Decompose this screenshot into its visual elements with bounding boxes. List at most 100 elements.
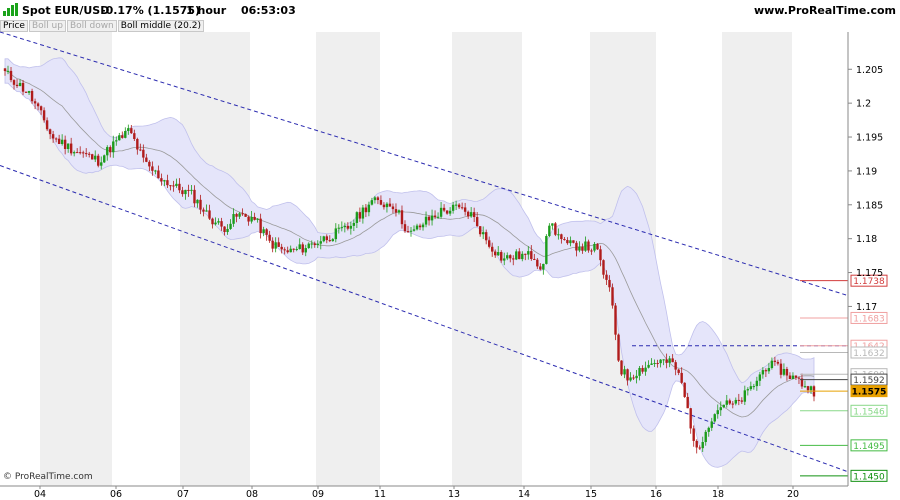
y-tick-label-4: 1.185 — [856, 200, 883, 211]
candle — [746, 387, 750, 396]
candle — [163, 179, 166, 187]
candle — [626, 368, 629, 386]
candle — [298, 238, 301, 250]
candle — [145, 153, 148, 163]
candle — [193, 185, 196, 208]
candle — [85, 148, 88, 157]
candle — [575, 240, 578, 257]
timeframe[interactable]: 1 hour — [186, 4, 227, 17]
candle — [509, 254, 512, 263]
candle — [436, 212, 440, 219]
candle — [656, 359, 659, 368]
candle — [247, 215, 250, 226]
candle — [88, 151, 91, 158]
candle — [91, 153, 94, 160]
candle — [376, 196, 380, 205]
candle — [587, 239, 590, 253]
candle — [238, 211, 241, 219]
candle — [806, 385, 810, 394]
candle — [57, 134, 61, 145]
y-tick-label-3: 1.19 — [856, 166, 877, 177]
candle — [181, 186, 184, 197]
candle — [214, 217, 217, 226]
candle — [698, 445, 701, 450]
candle — [69, 137, 73, 156]
legend-boll-up[interactable]: Boll up — [28, 20, 66, 32]
legend-boll-middle[interactable]: Boll middle (20.2) — [117, 20, 204, 32]
candle — [662, 359, 665, 366]
candle — [220, 217, 223, 231]
trend-channels — [0, 31, 849, 473]
candle — [319, 235, 322, 250]
day-shade-2 — [316, 32, 380, 486]
candle — [647, 360, 650, 369]
candle — [21, 80, 25, 96]
candle — [196, 199, 199, 208]
lower-trend-line[interactable] — [0, 165, 849, 473]
upper-trend-line[interactable] — [0, 31, 849, 297]
candle — [542, 263, 545, 275]
candle — [457, 203, 461, 210]
candle — [340, 221, 344, 232]
candle — [469, 207, 473, 218]
candle — [641, 365, 644, 374]
candle — [310, 240, 313, 249]
legend-price[interactable]: Price — [0, 20, 28, 32]
candle — [133, 129, 136, 142]
candle — [800, 373, 804, 389]
candle — [545, 234, 548, 265]
candle — [494, 249, 497, 258]
level-label-6: 1.1575 — [852, 388, 887, 398]
candle — [271, 237, 274, 253]
y-tick-label-0: 1.205 — [856, 65, 883, 76]
candle — [48, 128, 52, 140]
candle — [695, 439, 698, 454]
x-tick-label-6: 13 — [448, 489, 460, 500]
candle — [755, 376, 759, 391]
candle — [683, 382, 686, 398]
candle — [265, 228, 268, 241]
candle — [322, 235, 325, 243]
legend-boll-down[interactable]: Boll down — [66, 20, 117, 32]
candle — [644, 361, 647, 376]
candle — [60, 134, 64, 146]
level-label-box-3 — [850, 346, 888, 359]
candle — [749, 381, 753, 391]
candle — [328, 235, 332, 243]
candle — [205, 204, 208, 212]
candle — [9, 66, 13, 83]
candle — [244, 213, 247, 217]
level-label-box-1 — [850, 311, 888, 324]
candle — [430, 209, 434, 226]
candle — [385, 202, 389, 213]
candle — [674, 359, 677, 376]
candle — [187, 184, 190, 197]
bollinger-bands — [4, 57, 815, 468]
candle — [439, 201, 443, 219]
candle — [178, 178, 181, 194]
candle — [217, 218, 220, 225]
candle — [590, 248, 593, 255]
candle — [524, 253, 527, 261]
candle — [337, 224, 341, 234]
day-shading — [40, 32, 792, 486]
candle — [418, 223, 422, 231]
candle — [743, 385, 747, 406]
candle — [115, 136, 118, 146]
level-label-box-6 — [850, 385, 888, 398]
candle — [27, 90, 31, 95]
x-tick-label-1: 06 — [110, 489, 122, 500]
candle — [397, 209, 401, 215]
candle — [226, 224, 229, 235]
candle — [72, 150, 76, 157]
site-url[interactable]: www.ProRealTime.com — [753, 4, 896, 17]
candle — [653, 359, 656, 367]
candle — [566, 237, 569, 245]
candle — [75, 148, 79, 154]
candle — [166, 174, 169, 189]
candle — [740, 397, 744, 404]
candle — [184, 189, 187, 200]
candle — [617, 333, 620, 362]
candle — [30, 88, 34, 104]
